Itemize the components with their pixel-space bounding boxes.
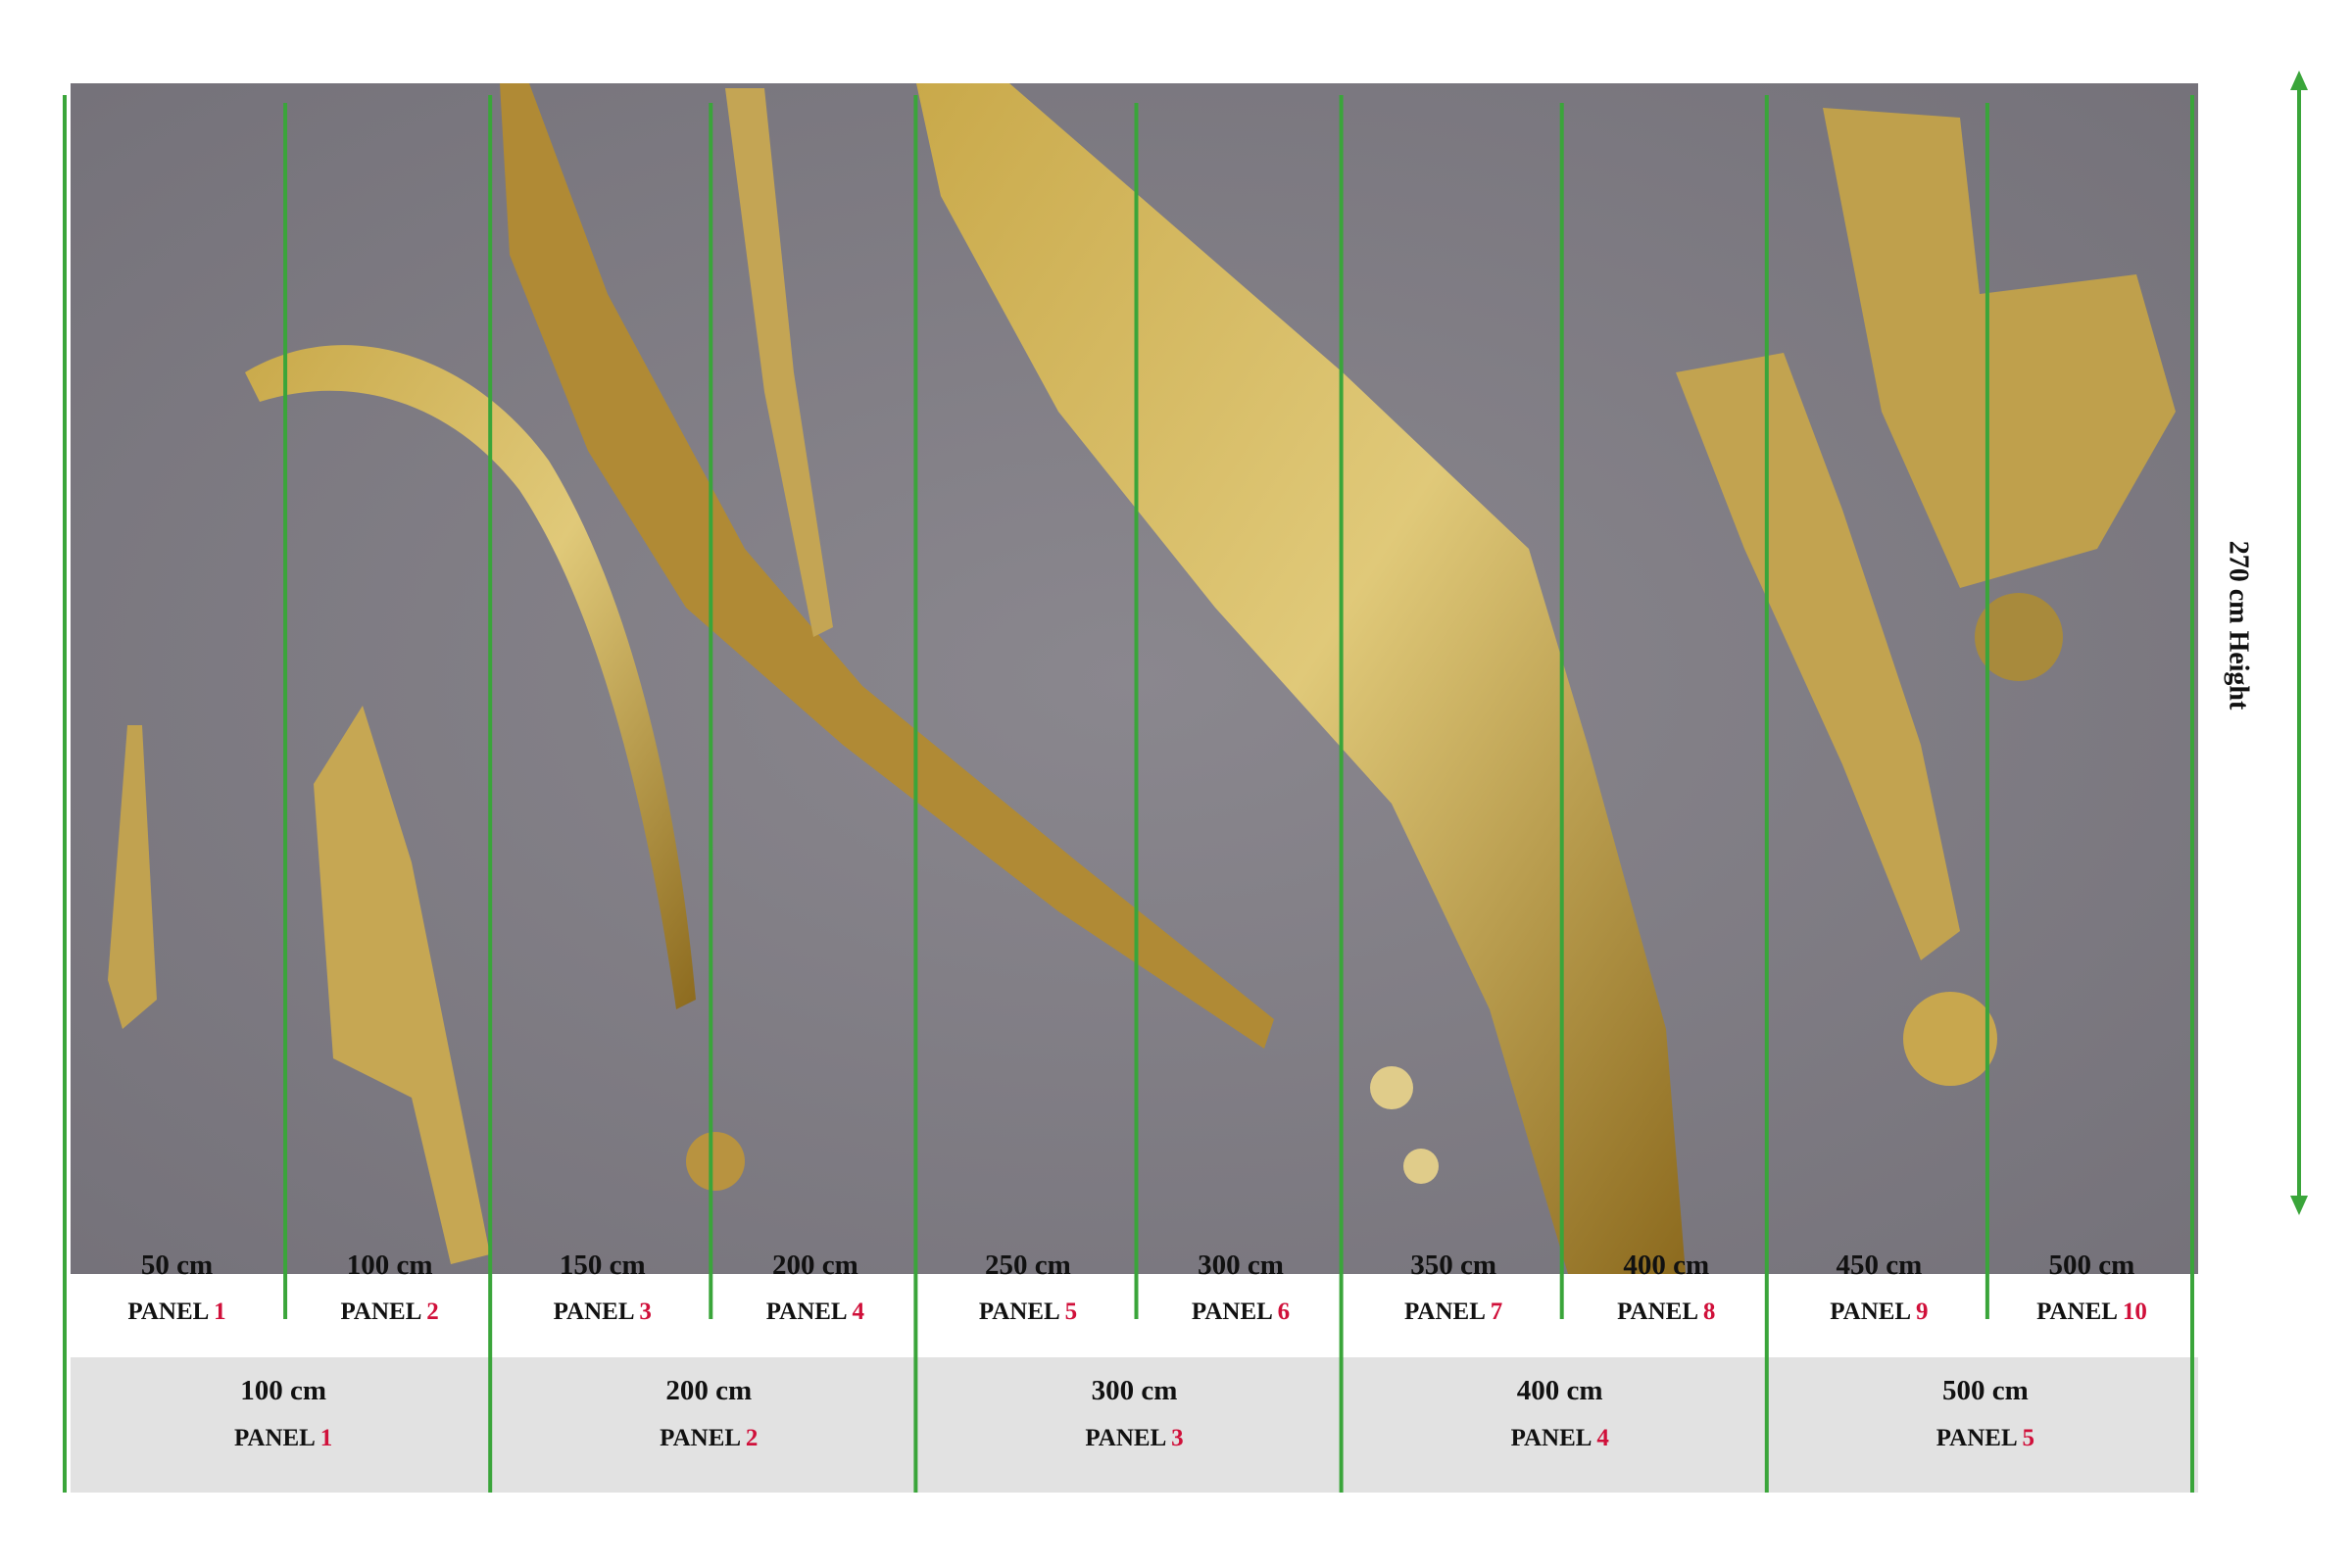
wide-panel-label: PANEL 1 <box>234 1425 332 1451</box>
panel-number: 6 <box>1278 1298 1291 1325</box>
narrow-panel-width: 50 cm <box>141 1250 213 1281</box>
panel-word: PANEL <box>1192 1298 1272 1325</box>
height-label: 270 cm Height <box>2224 541 2254 710</box>
panel-number: 3 <box>639 1298 652 1325</box>
narrow-panel-label: PANEL 9 <box>1830 1298 1928 1325</box>
narrow-panel-label: PANEL 6 <box>1192 1298 1290 1325</box>
narrow-panel-width: 150 cm <box>560 1250 646 1281</box>
wide-panel-label: PANEL 5 <box>1936 1425 2034 1451</box>
wide-panel-label: PANEL 3 <box>1085 1425 1183 1451</box>
wide-panel-width: 400 cm <box>1517 1375 1603 1406</box>
panel-word: PANEL <box>554 1298 634 1325</box>
panel-word: PANEL <box>660 1425 740 1451</box>
panel-number: 1 <box>320 1425 333 1451</box>
narrow-panel-label: PANEL 5 <box>979 1298 1077 1325</box>
panel-word: PANEL <box>127 1298 208 1325</box>
narrow-panel-label: PANEL 8 <box>1617 1298 1715 1325</box>
panel-word: PANEL <box>1511 1425 1592 1451</box>
height-indicator: 270 cm Height <box>2224 71 2308 1215</box>
narrow-panel-label: PANEL 2 <box>341 1298 439 1325</box>
panel-number: 2 <box>426 1298 439 1325</box>
panel-number: 9 <box>1916 1298 1929 1325</box>
narrow-panel-width: 350 cm <box>1410 1250 1496 1281</box>
wide-panel-width: 500 cm <box>1942 1375 2029 1406</box>
panel-word: PANEL <box>1936 1425 2017 1451</box>
wide-panel-width: 100 cm <box>240 1375 326 1406</box>
wide-panel-label: PANEL 4 <box>1511 1425 1610 1451</box>
panel-word: PANEL <box>1085 1425 1165 1451</box>
narrow-panel-width: 250 cm <box>985 1250 1071 1281</box>
panel-number: 5 <box>1065 1298 1078 1325</box>
narrow-panel-width: 300 cm <box>1198 1250 1284 1281</box>
panel-word: PANEL <box>2036 1298 2117 1325</box>
narrow-panel-label: PANEL 4 <box>766 1298 865 1325</box>
panel-word: PANEL <box>1404 1298 1485 1325</box>
panel-number: 7 <box>1491 1298 1503 1325</box>
panel-word: PANEL <box>1830 1298 1910 1325</box>
narrow-panel-label: PANEL 7 <box>1404 1298 1502 1325</box>
narrow-panel-width: 100 cm <box>347 1250 433 1281</box>
wide-panel-width: 300 cm <box>1092 1375 1178 1406</box>
panel-number: 4 <box>852 1298 864 1325</box>
narrow-panel-label: PANEL 3 <box>554 1298 652 1325</box>
wide-panel-width: 200 cm <box>665 1375 752 1406</box>
narrow-panel-width: 500 cm <box>2049 1250 2135 1281</box>
narrow-panel-label: PANEL 1 <box>127 1298 225 1325</box>
panel-number: 8 <box>1703 1298 1716 1325</box>
narrow-panel-label: PANEL 10 <box>2036 1298 2147 1325</box>
panel-number: 3 <box>1171 1425 1184 1451</box>
panel-number: 2 <box>746 1425 759 1451</box>
panel-word: PANEL <box>234 1425 315 1451</box>
wide-panel-label: PANEL 2 <box>660 1425 758 1451</box>
panel-number: 10 <box>2123 1298 2147 1325</box>
narrow-panel-width: 200 cm <box>772 1250 858 1281</box>
panel-number: 5 <box>2023 1425 2035 1451</box>
panel-word: PANEL <box>341 1298 421 1325</box>
panel-number: 4 <box>1596 1425 1609 1451</box>
narrow-panel-width: 400 cm <box>1623 1250 1709 1281</box>
panel-word: PANEL <box>766 1298 847 1325</box>
panel-word: PANEL <box>1617 1298 1697 1325</box>
panel-word: PANEL <box>979 1298 1059 1325</box>
panel-number: 1 <box>214 1298 226 1325</box>
narrow-panel-width: 450 cm <box>1836 1250 1922 1281</box>
